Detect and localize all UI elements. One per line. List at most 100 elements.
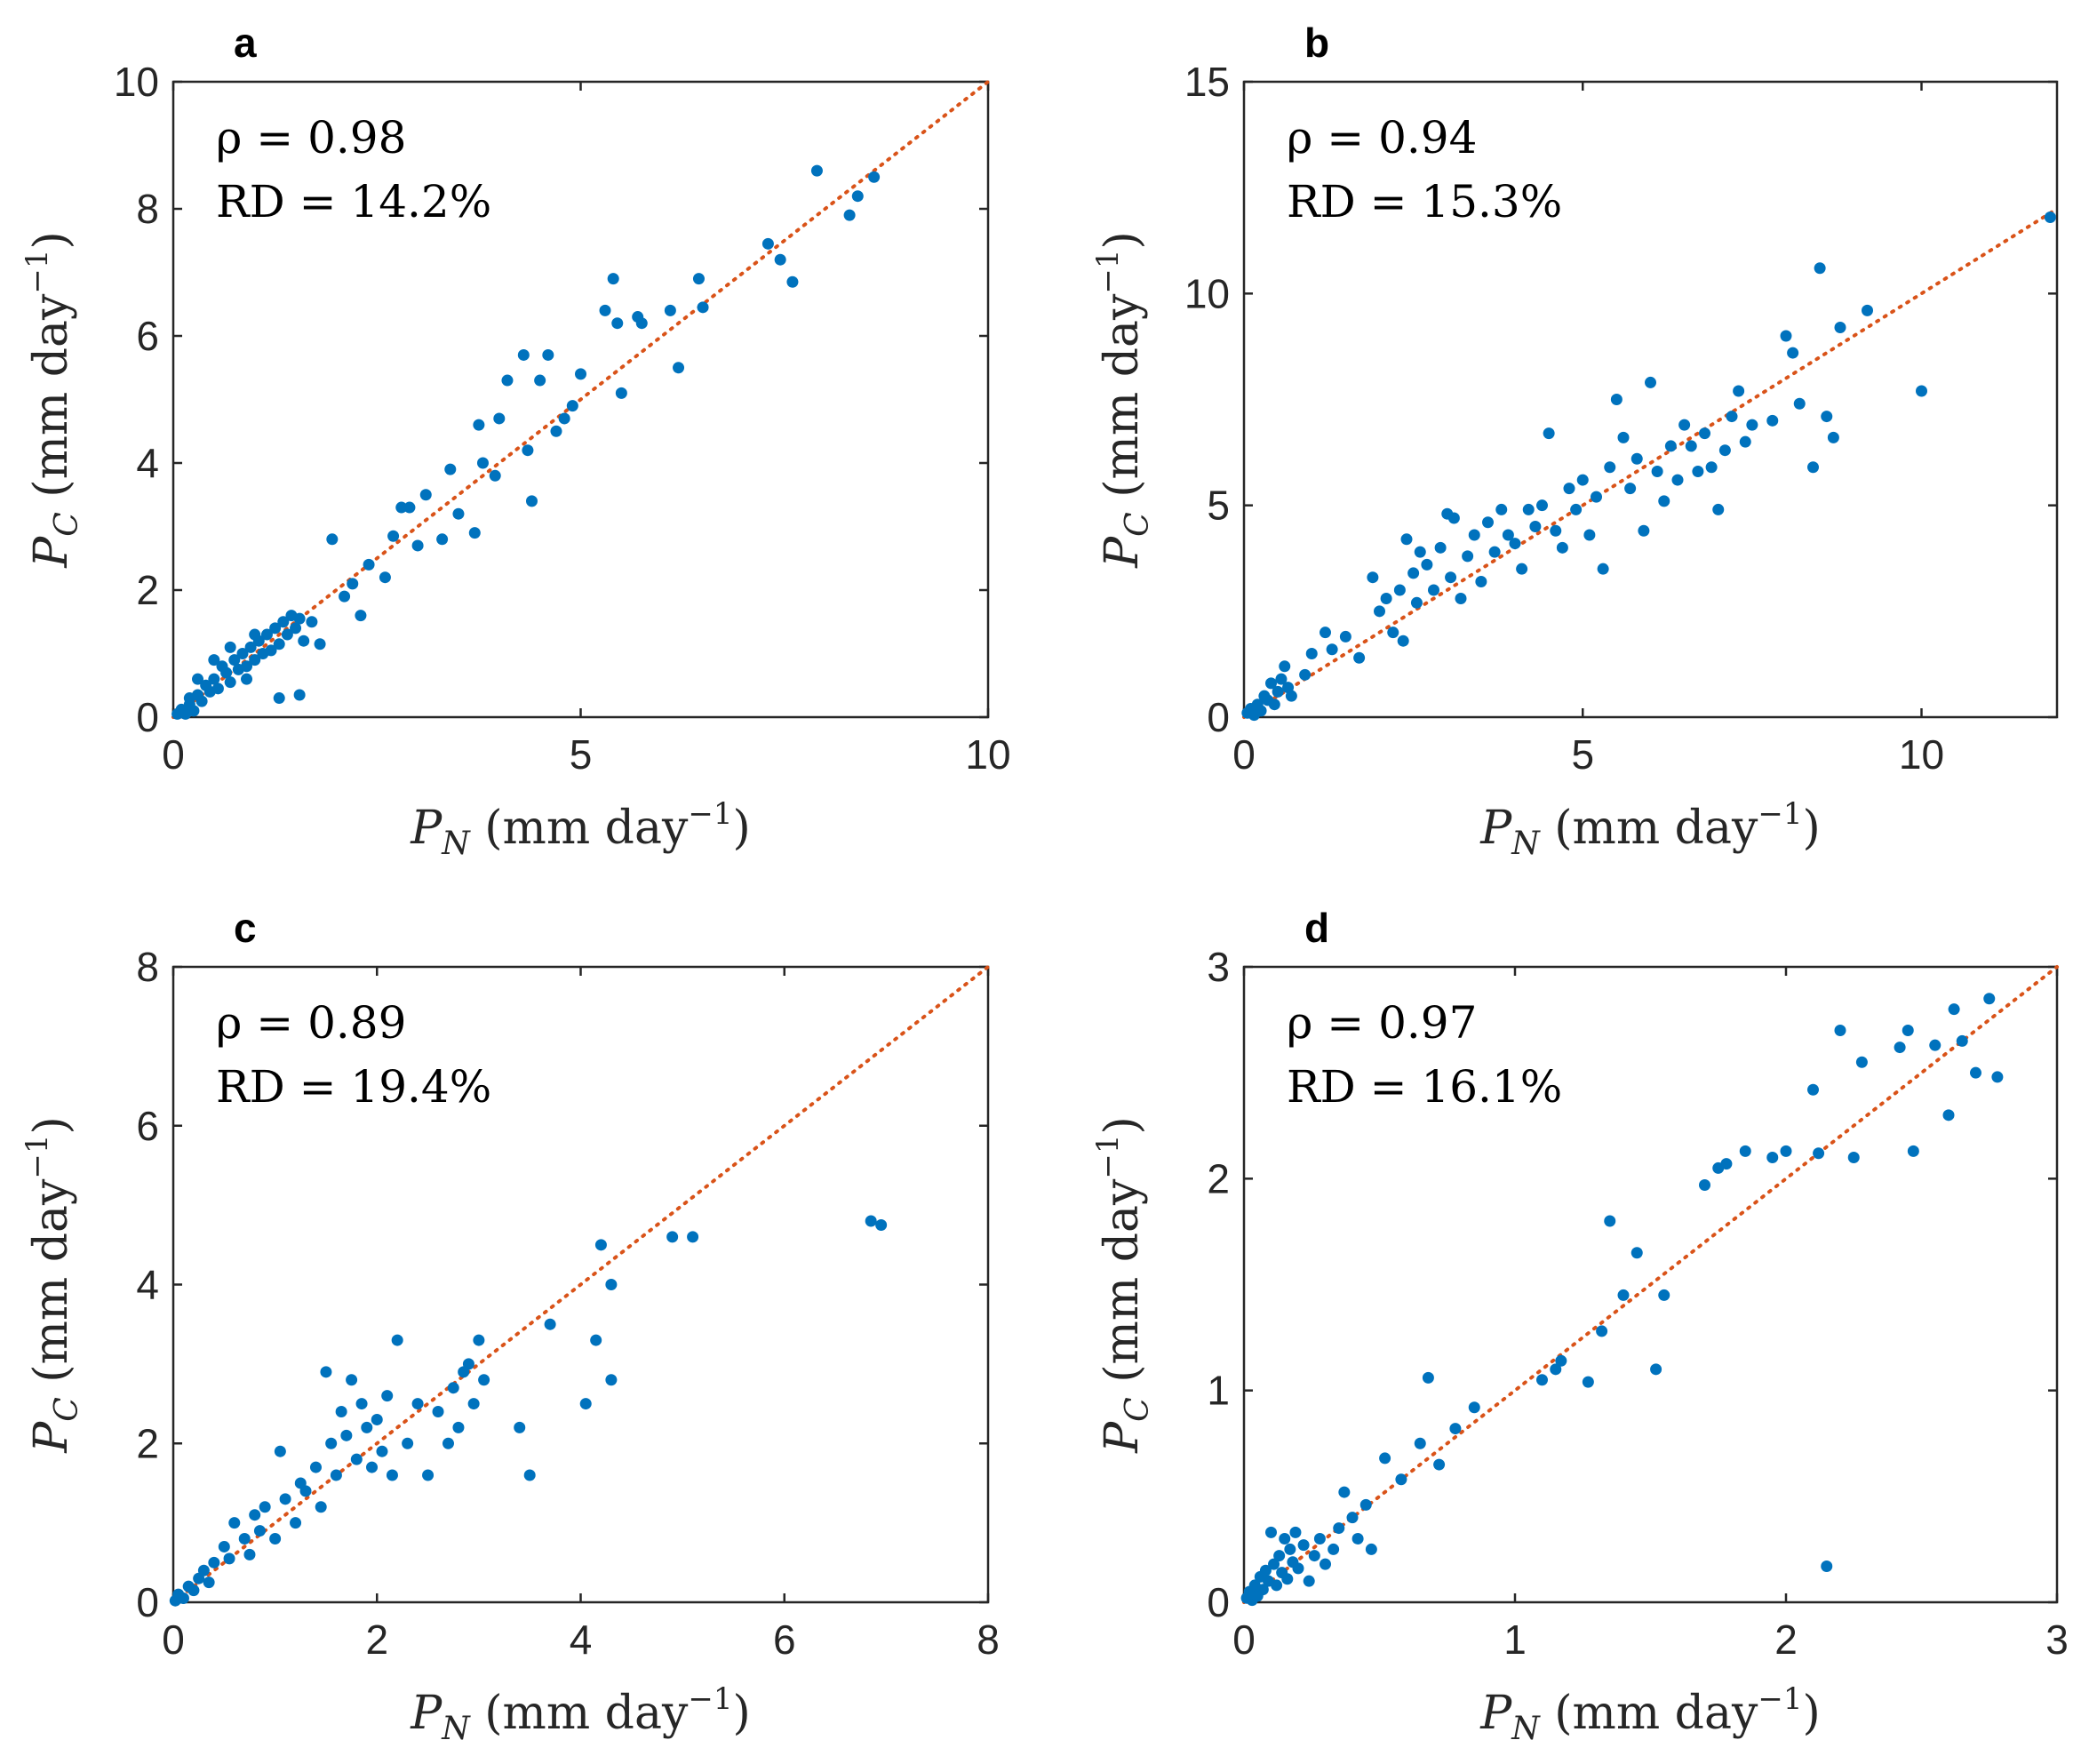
data-point [371,1413,383,1425]
data-point [1712,503,1725,515]
data-point [1379,1452,1391,1465]
data-point [1395,1473,1407,1486]
data-point [402,1437,414,1449]
data-point [1495,503,1508,515]
data-point [1285,690,1297,702]
y-tick-label: 3 [1207,944,1230,990]
data-point [1380,593,1392,605]
x-tick-label: 5 [570,731,593,778]
y-axis-label: PC (mm day−1) [20,1116,85,1454]
correlation-annotation: ρ = 0.89 [216,997,406,1049]
correlation-annotation: ρ = 0.97 [1287,997,1477,1049]
data-point [1536,1374,1548,1386]
data-point [599,304,611,316]
x-tick-label: 0 [1232,731,1256,778]
data-point [1434,541,1447,554]
data-point [183,692,195,705]
data-point [1766,1152,1779,1163]
data-point [550,425,562,437]
data-point [1685,440,1697,452]
data-point [403,501,416,514]
data-point [489,469,501,482]
data-point [422,1469,435,1481]
data-point [293,689,306,701]
data-point [228,1517,241,1529]
data-point [1624,483,1637,495]
data-point [452,507,465,520]
data-point [1299,668,1312,681]
data-point [326,533,339,546]
data-point [2044,212,2056,224]
data-point [1638,524,1650,537]
data-point [203,1576,215,1589]
data-point [218,1540,230,1552]
data-point [436,533,449,546]
y-tick-label: 0 [1207,694,1230,740]
data-point [1718,444,1731,457]
data-point [635,317,648,330]
reference-line-y-equals-x [1242,207,2059,719]
data-point [761,237,774,250]
data-point [1339,630,1351,643]
data-point [1289,1526,1302,1538]
data-point [241,673,253,685]
data-point [1827,431,1839,443]
data-point [478,1374,490,1386]
data-point [411,1398,424,1410]
data-point [468,527,481,539]
data-point [692,273,705,285]
panel-label: d [1304,905,1329,951]
y-tick-label: 4 [136,1262,159,1308]
data-point [590,1334,602,1346]
data-point [1570,503,1583,515]
data-point [208,673,220,685]
data-point [447,1382,459,1394]
data-point [1397,635,1409,647]
x-axis-label: PN (mm day−1) [1479,1681,1821,1747]
data-point [1780,330,1792,342]
reference-line-y-equals-x [1242,965,2059,1604]
data-point [473,419,485,431]
data-point [361,1421,373,1433]
data-point [605,1279,618,1290]
data-point [1780,1145,1792,1157]
data-point [1414,1437,1426,1449]
data-point [281,628,293,641]
x-tick-label: 8 [977,1616,1000,1663]
data-point [687,1231,699,1243]
data-point [544,1318,556,1330]
data-point [1610,394,1623,405]
data-point [211,682,224,695]
data-point [1907,1145,1919,1157]
data-point [1407,567,1420,579]
data-point [1807,461,1819,474]
data-point [615,387,627,399]
data-point [1281,1573,1294,1585]
data-point [1596,1325,1608,1337]
data-point [1813,1147,1825,1160]
plot-frame [1242,965,2059,1604]
data-point [1555,1354,1567,1367]
data-point [1367,571,1379,584]
data-point [1320,627,1331,639]
data-point [1671,474,1684,486]
data-point [379,571,391,584]
data-point [579,1398,592,1410]
data-point [1847,1152,1860,1163]
x-axis-label: PN (mm day−1) [410,1681,751,1747]
data-point [1428,584,1439,596]
data-point [1658,1289,1670,1301]
data-point [1604,1215,1616,1227]
data-point [1894,1042,1906,1054]
y-tick-label: 0 [1207,1579,1230,1625]
data-point [1699,427,1710,440]
data-point [1591,491,1602,503]
y-axis-label: PC (mm day−1) [1090,231,1156,569]
data-point [697,301,709,314]
data-point [376,1445,388,1457]
data-point [473,1334,485,1346]
data-point [666,1231,679,1243]
data-point [1421,558,1433,571]
data-point [350,1453,363,1465]
data-point [1956,1034,1968,1047]
